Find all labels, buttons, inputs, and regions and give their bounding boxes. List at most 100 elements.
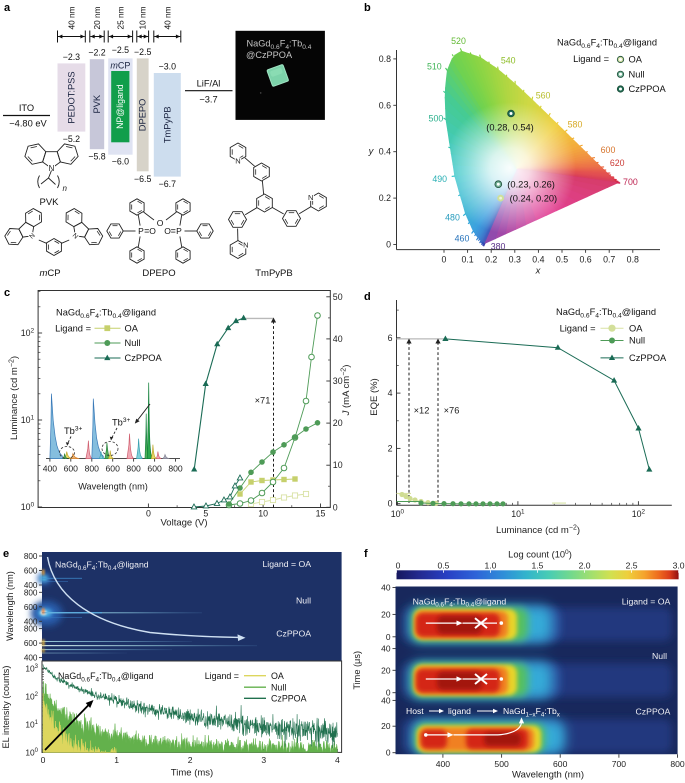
svg-text:0.8: 0.8 [379, 54, 391, 64]
svg-text:O: O [164, 226, 171, 236]
svg-text:Null: Null [296, 596, 311, 606]
svg-text:20: 20 [381, 721, 391, 731]
svg-text:600: 600 [553, 759, 568, 769]
svg-text:40 nm: 40 nm [162, 6, 172, 29]
svg-text:Ligand =: Ligand = [55, 324, 91, 334]
svg-text:CzPPOA: CzPPOA [636, 707, 671, 717]
svg-text:700: 700 [612, 759, 627, 769]
svg-text:NaGd0.6​F4​:Tb0.4​@ligand: NaGd0.6​F4​:Tb0.4​@ligand [413, 596, 507, 608]
svg-text:20: 20 [333, 418, 343, 428]
svg-text:25 nm: 25 nm [115, 6, 125, 29]
svg-text:540: 540 [501, 56, 516, 66]
svg-text:b: b [364, 2, 371, 14]
svg-text:PVK: PVK [39, 197, 59, 208]
svg-text:OA: OA [125, 323, 139, 333]
svg-text:800: 800 [85, 464, 100, 474]
svg-text:−5.2: −5.2 [63, 134, 80, 144]
svg-text:(0.28, 0.54): (0.28, 0.54) [486, 123, 534, 133]
svg-text:1.0: 1.0 [485, 560, 497, 570]
svg-text:4: 4 [388, 388, 393, 398]
svg-text:EL intensity (counts): EL intensity (counts) [1, 666, 11, 749]
svg-text:102: 102 [21, 328, 35, 339]
svg-text:P: P [138, 226, 144, 236]
svg-text:101: 101 [21, 415, 35, 426]
svg-text:Null: Null [125, 338, 141, 348]
svg-text:101: 101 [25, 719, 38, 729]
svg-text:×12: ×12 [414, 406, 430, 416]
svg-text:380: 380 [491, 241, 506, 251]
svg-text:−4.80 eV: −4.80 eV [9, 119, 47, 129]
svg-text:Wavelength (nm): Wavelength (nm) [78, 482, 148, 492]
svg-text:1: 1 [114, 755, 119, 765]
svg-text:e: e [3, 548, 9, 560]
svg-text:700: 700 [623, 177, 638, 187]
svg-text:0: 0 [333, 502, 338, 512]
svg-text:400: 400 [24, 581, 38, 590]
svg-text:(0.24, 0.20): (0.24, 0.20) [510, 193, 558, 203]
svg-text:480: 480 [445, 213, 460, 223]
svg-text:NaGd0.6​F4​:Tb0.4​@ligand: NaGd0.6​F4​:Tb0.4​@ligand [55, 560, 149, 572]
svg-text:N: N [28, 232, 36, 241]
svg-text:NaGd1−x​F4​:Tbx​: NaGd1−x​F4​:Tbx​ [503, 706, 561, 718]
svg-text:2: 2 [388, 443, 393, 453]
svg-text:0.5: 0.5 [556, 255, 568, 265]
svg-text:0.2: 0.2 [485, 255, 497, 265]
svg-text:NP@ligand: NP@ligand [115, 84, 125, 129]
svg-text:CzPPOA: CzPPOA [125, 353, 163, 363]
svg-text:0: 0 [386, 240, 391, 250]
svg-text:500: 500 [494, 759, 509, 769]
svg-text:0: 0 [146, 509, 151, 519]
svg-text:TmPyPB: TmPyPB [162, 106, 172, 143]
svg-text:Ligand =: Ligand = [205, 671, 239, 681]
svg-text:Null: Null [629, 336, 645, 346]
svg-text:100: 100 [391, 509, 405, 520]
svg-text:a: a [4, 2, 11, 14]
svg-text:−2.2: −2.2 [88, 48, 105, 58]
svg-text:490: 490 [432, 174, 447, 184]
svg-text:Ligand =: Ligand = [560, 323, 596, 333]
svg-text:600: 600 [601, 145, 616, 155]
svg-text:×71: ×71 [255, 396, 271, 406]
svg-text:−2.3: −2.3 [63, 52, 80, 62]
svg-text:Log count (100): Log count (100) [508, 549, 572, 560]
svg-text:TmPyPB: TmPyPB [255, 268, 292, 279]
svg-text:N: N [308, 193, 313, 202]
svg-text:800: 800 [126, 464, 141, 474]
svg-text:0: 0 [386, 632, 391, 642]
svg-text:−6.5: −6.5 [134, 174, 151, 184]
svg-text:600: 600 [24, 603, 38, 612]
svg-text:0: 0 [388, 499, 393, 509]
svg-text:−2.5: −2.5 [134, 47, 151, 57]
svg-text:3: 3 [261, 755, 266, 765]
svg-text:2: 2 [188, 755, 193, 765]
svg-text:NaGd0.6​F4​:Tb0.4​@ligand: NaGd0.6​F4​:Tb0.4​@ligand [56, 308, 156, 321]
svg-text:0.5: 0.5 [438, 560, 450, 570]
svg-text:6: 6 [388, 333, 393, 343]
svg-text:CzPPOA: CzPPOA [629, 84, 667, 94]
svg-text:510: 510 [427, 62, 442, 72]
svg-text:Luminance (cd m−2): Luminance (cd m−2) [496, 525, 580, 537]
svg-text:0.7: 0.7 [603, 255, 615, 265]
svg-text:0.2: 0.2 [379, 193, 391, 203]
svg-text:N: N [71, 232, 79, 241]
svg-text:800: 800 [24, 588, 38, 597]
svg-text:620: 620 [610, 158, 625, 168]
svg-text:50: 50 [333, 292, 343, 302]
svg-text:N: N [235, 157, 240, 166]
svg-text:1.5: 1.5 [532, 560, 544, 570]
svg-text:f: f [364, 548, 368, 560]
svg-text:CzPPOA: CzPPOA [629, 353, 667, 363]
svg-text:Tb3+: Tb3+ [112, 417, 131, 428]
svg-text:PVK: PVK [92, 94, 102, 113]
svg-text:102: 102 [632, 509, 646, 520]
svg-text:15: 15 [316, 509, 326, 519]
svg-text:0: 0 [396, 560, 401, 570]
svg-text:Null: Null [652, 651, 667, 661]
svg-text:@CzPPOA: @CzPPOA [246, 50, 293, 60]
svg-text:N: N [243, 241, 248, 250]
svg-text:40: 40 [381, 583, 391, 593]
svg-text:400: 400 [43, 464, 58, 474]
svg-text:Time (ms): Time (ms) [171, 768, 213, 779]
svg-text:ligand: ligand [448, 706, 471, 716]
svg-text:−6.7: −6.7 [159, 179, 176, 189]
